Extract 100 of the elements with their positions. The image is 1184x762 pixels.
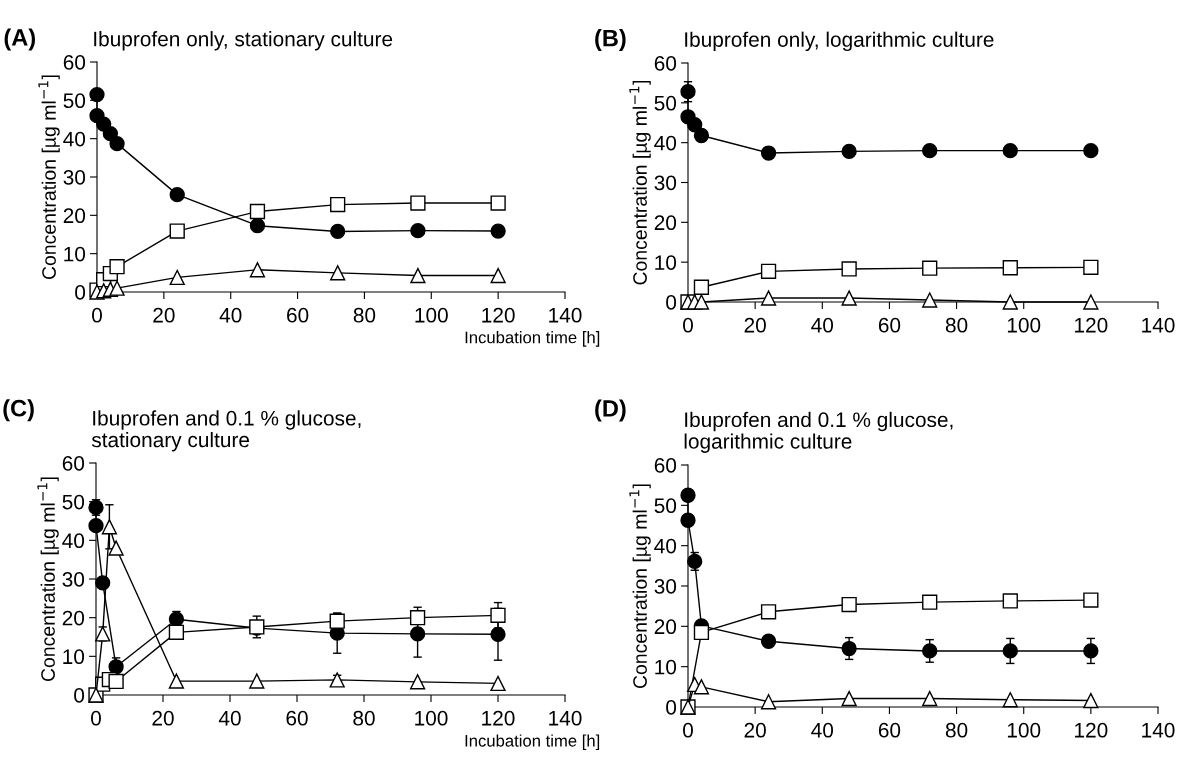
- x-tick-label: 120: [482, 307, 515, 323]
- y-tick-label: 20: [63, 208, 86, 224]
- point: [490, 607, 506, 623]
- y-tick-label: 40: [63, 131, 86, 147]
- point: [680, 487, 696, 503]
- x-tick-label: 40: [811, 722, 834, 738]
- x-tick-label: 20: [744, 317, 766, 333]
- y-axis-title: Concentration [µg ml$^{−1}$]: [629, 80, 651, 285]
- x-tick-label: 120: [482, 710, 515, 726]
- point: [89, 86, 105, 103]
- point: [168, 624, 185, 640]
- y-tick-label: 30: [654, 579, 677, 594]
- point: [693, 294, 710, 310]
- point: [109, 259, 125, 275]
- point: [922, 643, 938, 659]
- y-tick-label: 0: [74, 688, 85, 703]
- chart-title: Ibuprofen and 0.1 % glucose, stationary culture: [91, 410, 361, 452]
- point: [490, 626, 506, 642]
- chart-title: Ibuprofen only, logarithmic culture: [685, 31, 994, 52]
- point: [922, 142, 938, 159]
- point: [329, 613, 345, 629]
- chart-title: Ibuprofen only, stationary culture: [94, 31, 393, 51]
- point: [760, 633, 777, 649]
- y-tick-label: 20: [654, 619, 677, 635]
- x-tick-label: 0: [92, 307, 102, 323]
- x-tick-label: 80: [945, 317, 968, 333]
- y-tick-label: 30: [654, 175, 677, 191]
- point: [1002, 260, 1018, 276]
- x-tick-label: 60: [287, 307, 309, 323]
- point: [169, 223, 185, 239]
- x-tick-label: 0: [91, 710, 101, 726]
- y-tick-label: 10: [63, 649, 85, 665]
- y-tick-label: 40: [62, 533, 85, 549]
- point: [693, 624, 710, 641]
- point: [169, 186, 185, 203]
- point: [760, 263, 777, 279]
- point: [410, 223, 426, 239]
- point: [1083, 592, 1099, 608]
- x-tick-label: 140: [549, 710, 582, 726]
- y-tick-label: 0: [666, 295, 677, 310]
- y-tick-label: 10: [64, 246, 86, 262]
- point: [841, 143, 857, 160]
- y-tick-label: 0: [666, 700, 677, 715]
- x-tick-label: 40: [811, 317, 834, 333]
- text: (C): [3, 399, 34, 422]
- y-tick-label: 50: [654, 498, 677, 514]
- x-tick-label: 100: [415, 307, 448, 323]
- text: (B): [595, 29, 626, 52]
- x-tick-label: 20: [153, 307, 175, 323]
- y-tick-label: 10: [655, 659, 677, 675]
- x-tick-label: 120: [1075, 317, 1108, 333]
- point: [760, 604, 777, 620]
- point: [680, 512, 696, 528]
- point: [1002, 593, 1018, 609]
- x-tick-label: 60: [286, 710, 308, 726]
- y-tick-label: 50: [654, 95, 677, 111]
- x-tick-label: 0: [683, 317, 693, 333]
- point: [88, 499, 104, 516]
- y-tick-label: 50: [63, 93, 86, 109]
- x-tick-label: 20: [152, 710, 174, 726]
- point: [410, 195, 426, 211]
- y-tick-label: 60: [654, 56, 677, 71]
- text: (A): [4, 28, 35, 51]
- y-tick-label: 0: [75, 285, 86, 300]
- x-tick-label: 100: [1007, 317, 1041, 333]
- x-tick-label: 140: [1142, 722, 1175, 738]
- point: [330, 223, 346, 240]
- point: [687, 117, 703, 133]
- x-tick-label: 80: [945, 722, 968, 738]
- y-tick-label: 60: [63, 55, 86, 70]
- y-tick-label: 40: [654, 135, 677, 151]
- x-tick-label: 40: [219, 307, 242, 323]
- point: [1083, 643, 1099, 659]
- x-axis-title: Incubation time [h]: [465, 734, 600, 750]
- point: [1002, 142, 1018, 159]
- x-tick-label: 100: [415, 710, 448, 726]
- text: (D): [595, 399, 626, 422]
- x-tick-label: 120: [1075, 722, 1108, 738]
- x-tick-label: 0: [683, 722, 693, 738]
- y-axis-title: Concentration [µg ml$^{−1}$]: [629, 484, 651, 689]
- x-tick-label: 100: [1007, 722, 1041, 738]
- chart-title: Ibuprofen and 0.1 % glucose, logarithmic culture: [684, 411, 953, 453]
- point: [109, 136, 125, 152]
- point: [841, 596, 857, 613]
- point: [693, 127, 710, 144]
- point: [88, 518, 104, 534]
- y-axis-title: Concentration [µg ml$^{−1}$]: [37, 477, 59, 682]
- x-tick-label: 140: [1142, 317, 1175, 333]
- point: [330, 196, 346, 213]
- y-tick-label: 60: [62, 456, 85, 471]
- x-tick-label: 140: [549, 307, 582, 323]
- x-tick-label: 20: [744, 722, 766, 738]
- x-axis-title: Incubation time [h]: [465, 331, 600, 347]
- x-tick-label: 60: [878, 317, 901, 333]
- x-tick-label: 80: [353, 710, 375, 726]
- point: [249, 203, 266, 220]
- point: [409, 610, 426, 626]
- point: [1083, 142, 1099, 159]
- point: [1002, 643, 1018, 659]
- y-tick-label: 20: [62, 610, 85, 626]
